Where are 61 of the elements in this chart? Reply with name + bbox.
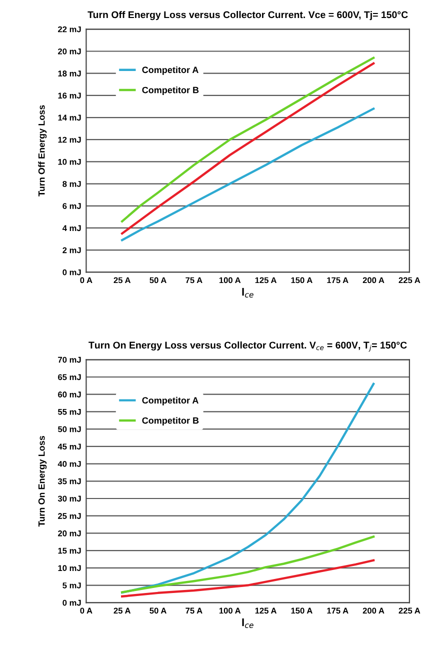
x-tick-label: 100 A (219, 277, 241, 284)
y-tick-label: 40 mJ (58, 460, 81, 467)
x-tick-label: 0 A (80, 608, 92, 614)
x-tick-label: 25 A (114, 277, 131, 284)
y-tick-label: 65 mJ (58, 374, 81, 380)
y-tick-label: 12 mJ (58, 136, 81, 143)
y-tick-label: 0 mJ (62, 269, 81, 276)
y-tick-label: 0 mJ (62, 600, 81, 606)
line-series (121, 559, 375, 598)
x-tick-label: 25 A (114, 608, 131, 614)
y-tick-label: 35 mJ (58, 478, 81, 484)
x-tick-label: 200 A (362, 608, 384, 614)
x-axis-title: I$_{ce}$ (242, 288, 254, 298)
y-tick-label: 16 mJ (58, 92, 81, 99)
x-tick-label: 225 A (398, 608, 420, 614)
y-tick-label: 10 mJ (58, 158, 81, 165)
y-tick-label: 10 mJ (58, 565, 81, 572)
y-tick-label: 70 mJ (58, 356, 81, 363)
legend-label: Competitor A (142, 396, 198, 406)
y-tick-label: 25 mJ (58, 513, 81, 519)
y-tick-label: 18 mJ (58, 70, 81, 76)
y-tick-label: 4 mJ (62, 225, 81, 232)
x-tick-label: 75 A (186, 608, 202, 614)
x-axis-title: I$_{ce}$ (242, 618, 254, 628)
x-tick-label: 175 A (327, 608, 348, 614)
chart-title: Turn On Energy Loss versus Collector Current. V$_{ce}$ = 600V, T$_{j}$= 150°C (88, 341, 407, 352)
y-tick-label: 55 mJ (58, 409, 81, 415)
x-tick-label: 100 A (219, 608, 241, 614)
line-series (121, 108, 375, 242)
x-tick-label: 125 A (255, 277, 277, 284)
x-tick-label: 150 A (291, 608, 312, 614)
line-series (121, 382, 375, 594)
legend-label: Competitor A (142, 66, 198, 75)
x-tick-label: 225 A (398, 277, 420, 284)
chart-title: Turn Off Energy Loss versus Collector Current. Vce = 600V, Tj= 150°C (88, 11, 408, 20)
x-tick-label: 50 A (150, 277, 166, 284)
y-tick-label: 45 mJ (58, 444, 81, 450)
y-tick-label: 30 mJ (58, 496, 81, 502)
legend-label: Competitor B (142, 86, 199, 96)
x-tick-label: 200 A (362, 277, 384, 284)
x-tick-label: 125 A (255, 608, 277, 614)
line-series (121, 536, 375, 594)
legend-label: Competitor B (142, 417, 199, 426)
y-tick-label: 14 mJ (58, 114, 81, 121)
y-tick-label: 22 mJ (58, 26, 81, 32)
x-tick-label: 75 A (186, 277, 202, 284)
y-axis-title: Turn Off Energy Loss (38, 105, 47, 196)
x-tick-label: 0 A (80, 277, 92, 284)
y-axis-title: Turn On Energy Loss (38, 436, 47, 527)
y-tick-label: 5 mJ (62, 582, 81, 588)
y-tick-label: 60 mJ (58, 392, 81, 398)
x-tick-label: 175 A (327, 277, 348, 284)
y-tick-label: 50 mJ (58, 426, 81, 432)
y-tick-label: 20 mJ (58, 48, 81, 54)
y-tick-label: 2 mJ (62, 247, 81, 254)
y-tick-label: 6 mJ (62, 203, 81, 209)
y-tick-label: 15 mJ (58, 548, 81, 554)
x-tick-label: 150 A (291, 277, 312, 284)
y-tick-label: 8 mJ (62, 180, 81, 187)
y-tick-label: 20 mJ (58, 530, 81, 536)
x-tick-label: 50 A (150, 608, 166, 614)
